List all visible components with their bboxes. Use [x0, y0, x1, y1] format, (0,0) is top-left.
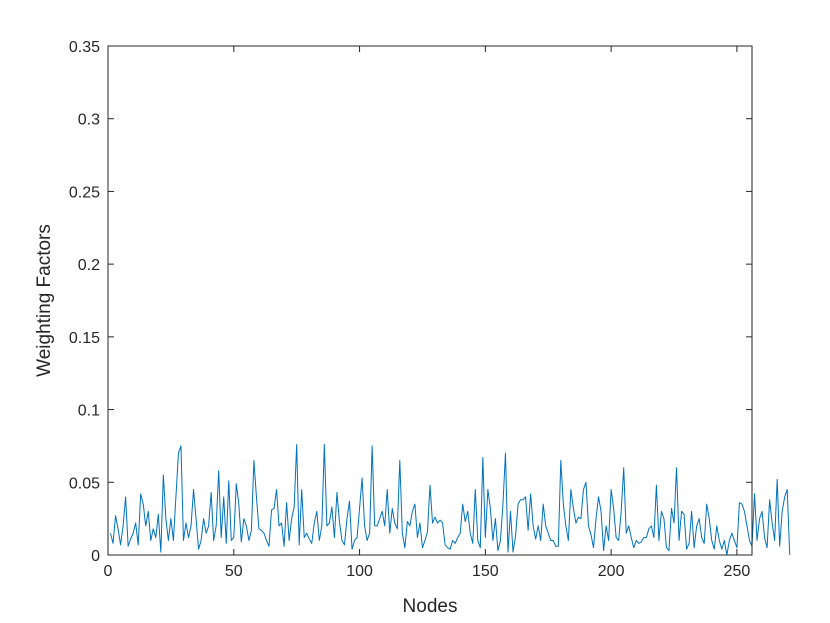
y-tick-label: 0.2: [78, 257, 100, 274]
plot-background: [108, 46, 752, 555]
x-tick-label: 250: [724, 563, 751, 580]
tick-label-layer: 0 50 100 150 200 250 0 0.05 0.1 0.15 0.2 0.25 0.3 0.3…: [69, 39, 750, 580]
y-tick-label: 0: [91, 548, 100, 565]
x-axis-label: Nodes: [403, 596, 458, 617]
plot-frame: [107, 45, 753, 556]
x-tick-label: 200: [598, 563, 625, 580]
series-line: [110, 443, 791, 556]
x-tick-label: 150: [472, 563, 499, 580]
x-tick-label: 50: [225, 563, 243, 580]
y-tick-label: 0.05: [69, 475, 100, 492]
y-tick-label: 0.1: [78, 403, 100, 420]
y-tick-label: 0.35: [69, 39, 100, 56]
series-layer: [110, 443, 791, 556]
y-tick-label: 0.3: [78, 112, 100, 129]
x-tick-label: 100: [346, 563, 373, 580]
x-tick-label: 0: [104, 563, 113, 580]
y-tick-label: 0.15: [69, 330, 100, 347]
y-axis-label: Weighting Factors: [34, 224, 55, 377]
y-tick-label: 0.25: [69, 184, 100, 201]
